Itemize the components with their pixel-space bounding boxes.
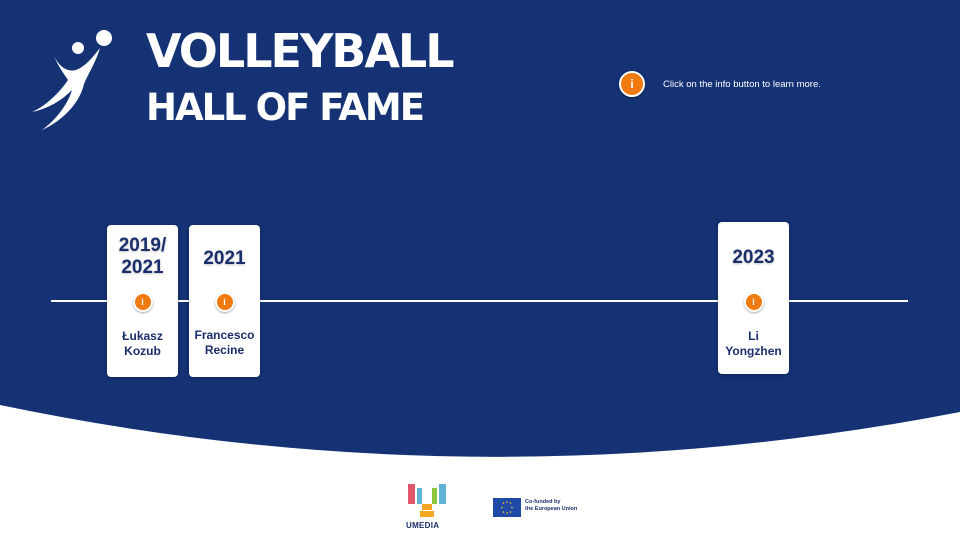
card-year: 2019/ 2021: [118, 235, 167, 278]
timeline-card-kozub[interactable]: 2019/ 2021 i Łukasz Kozub: [107, 225, 178, 377]
umedia-label: UMEDIA: [406, 521, 440, 530]
info-hint: i Click on the info button to learn more…: [619, 71, 821, 97]
info-icon: i: [630, 77, 634, 91]
card-name: Francesco Recine: [194, 328, 255, 357]
info-hint-text: Click on the info button to learn more.: [663, 78, 821, 90]
card-info-button[interactable]: i: [132, 292, 153, 312]
card-name: Li Yongzhen: [725, 329, 782, 358]
card-year: 2023: [732, 247, 775, 268]
page-subtitle: HALL OF FAME: [146, 86, 425, 129]
card-name: Łukasz Kozub: [122, 329, 163, 358]
page-title: VOLLEYBALL: [146, 24, 455, 78]
card-info-button[interactable]: i: [214, 292, 235, 312]
volleyball-player-logo-icon: [32, 30, 112, 130]
info-icon: i: [141, 297, 144, 307]
info-icon: i: [752, 297, 755, 307]
card-info-button[interactable]: i: [743, 292, 764, 312]
timeline-card-yongzhen[interactable]: 2023 i Li Yongzhen: [718, 222, 789, 374]
card-year: 2021: [203, 248, 246, 269]
info-button[interactable]: i: [619, 71, 645, 97]
eu-flag-icon: [493, 498, 521, 517]
timeline-card-recine[interactable]: 2021 i Francesco Recine: [189, 225, 260, 377]
umedia-logo-icon: [408, 484, 446, 517]
info-icon: i: [223, 297, 226, 307]
eu-cofunded-label: Co-funded by the European Union: [525, 499, 578, 512]
timeline-line: [51, 300, 908, 302]
